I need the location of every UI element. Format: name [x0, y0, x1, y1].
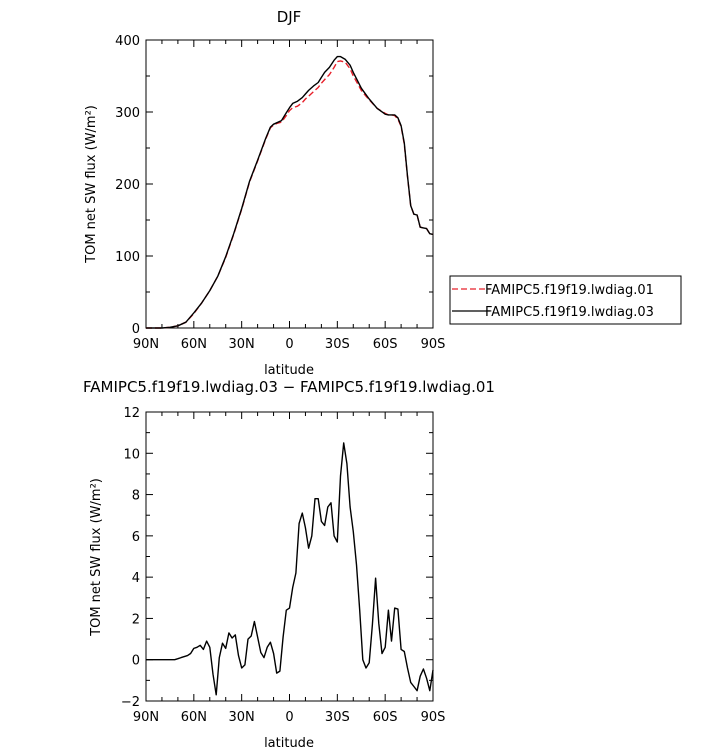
bottom-series-lines [146, 442, 434, 696]
bottom-axis-ticks: 90N 60N 30N 0 30S 60S 90S −2 0 2 4 6 8 10 12 [121, 406, 446, 725]
bottom-series-line-1 [146, 442, 434, 696]
top-chart-title: DJF [277, 8, 302, 26]
top-ytick-label: 400 [115, 34, 140, 49]
bottom-chart-title: FAMIPC5.f19f19.lwdiag.03 − FAMIPC5.f19f1… [83, 378, 495, 396]
top-ytick-label: 100 [115, 250, 140, 265]
top-series-line-1 [146, 60, 434, 329]
top-xtick-label: 60N [181, 337, 207, 352]
top-series-line-2 [146, 55, 434, 329]
bottom-xtick-label: 30N [229, 710, 255, 725]
bottom-ytick-label: 2 [132, 612, 140, 627]
bottom-xtick-label: 60S [373, 710, 398, 725]
bottom-ytick-label: 0 [132, 654, 140, 669]
top-xtick-label: 60S [373, 337, 398, 352]
top-xtick-label: 30S [325, 337, 350, 352]
bottom-chart: FAMIPC5.f19f19.lwdiag.03 − FAMIPC5.f19f1… [83, 378, 495, 751]
top-ytick-label: 0 [132, 322, 140, 337]
legend: FAMIPC5.f19f19.lwdiag.01 FAMIPC5.f19f19.… [449, 275, 682, 325]
top-series-lines [146, 55, 434, 329]
bottom-plot-frame [145, 411, 434, 702]
bottom-xtick-label: 90N [133, 710, 159, 725]
top-xtick-label: 0 [285, 337, 293, 352]
legend-box [449, 275, 682, 325]
bottom-ytick-label: 6 [132, 530, 140, 545]
bottom-ytick-label: −2 [121, 695, 140, 710]
top-ytick-label: 300 [115, 106, 140, 121]
bottom-xtick-label: 60N [181, 710, 207, 725]
bottom-x-axis-label: latitude [264, 736, 314, 751]
top-xtick-label: 90N [133, 337, 159, 352]
top-axis-ticks: 90N 60N 30N 0 30S 60S 90S 0 100 200 300 400 [115, 34, 445, 352]
top-plot-frame [145, 39, 434, 329]
legend-label-lwdiag-03: FAMIPC5.f19f19.lwdiag.03 [485, 305, 654, 320]
top-xtick-label: 90S [421, 337, 446, 352]
top-ytick-label: 200 [115, 178, 140, 193]
bottom-y-axis-label: TOM net SW flux (W/m²) [89, 478, 104, 637]
bottom-ytick-label: 4 [132, 571, 140, 586]
bottom-xtick-label: 0 [285, 710, 293, 725]
top-chart: DJF 90N 60N 30N 0 30S 60S 90S 0 100 200 300 400 TOM… [84, 8, 445, 378]
bottom-ytick-label: 12 [123, 406, 140, 421]
bottom-ytick-label: 8 [132, 489, 140, 504]
top-xtick-label: 30N [229, 337, 255, 352]
bottom-xtick-label: 30S [325, 710, 350, 725]
bottom-xtick-label: 90S [421, 710, 446, 725]
legend-label-lwdiag-01: FAMIPC5.f19f19.lwdiag.01 [485, 283, 654, 298]
bottom-ytick-label: 10 [123, 447, 140, 462]
top-x-axis-label: latitude [264, 363, 314, 378]
top-y-axis-label: TOM net SW flux (W/m²) [84, 105, 99, 264]
